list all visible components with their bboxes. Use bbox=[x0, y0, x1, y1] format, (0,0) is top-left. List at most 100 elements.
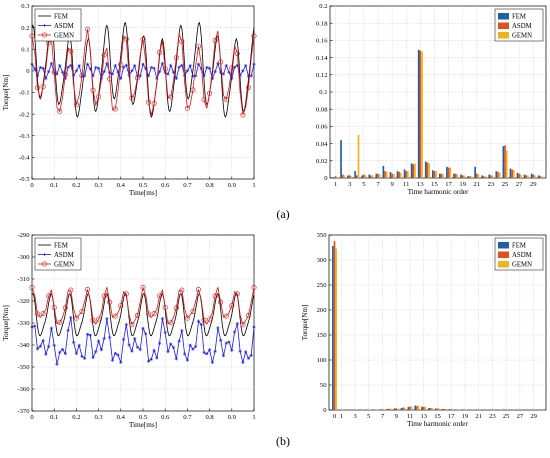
a-time-point-asdm bbox=[244, 64, 248, 68]
b-time-xtick-label: 0 bbox=[30, 414, 34, 421]
b-time-ytick-label: -300 bbox=[17, 254, 30, 261]
a-time-xtick-label: 1 bbox=[252, 182, 255, 189]
a-time-point-asdm bbox=[124, 63, 128, 67]
b-time-point-gemn bbox=[190, 309, 196, 315]
a-time-point-asdm bbox=[55, 72, 59, 76]
a-time-point-gemn bbox=[218, 59, 224, 65]
a-harmonics-bar-asdm bbox=[341, 174, 344, 178]
a-harmonics-legend-swatch-gemn bbox=[498, 32, 509, 39]
b-harmonics-ytick-label: 300 bbox=[317, 257, 328, 264]
b-harmonics-bar-fem bbox=[435, 408, 437, 410]
a-time-point-gemn bbox=[229, 65, 235, 71]
a-time-point-asdm bbox=[230, 76, 234, 81]
a-harmonics-bar-fem bbox=[523, 174, 526, 178]
b-harmonics-xtick-label: 25 bbox=[503, 413, 510, 420]
a-time-point-asdm bbox=[235, 63, 239, 67]
a-time-point-asdm bbox=[202, 74, 206, 78]
b-time-legend-label-asdm: ASDM bbox=[54, 252, 74, 259]
a-time-point-gemn bbox=[123, 36, 129, 42]
b-time-point-asdm bbox=[99, 348, 103, 352]
a-time-ytick-label: 0 bbox=[26, 68, 30, 75]
b-time-point-asdm bbox=[121, 337, 126, 342]
a-harmonics-xtick-label: 3 bbox=[348, 181, 352, 188]
a-harmonics-legend-label-fem: FEM bbox=[512, 14, 526, 21]
b-harmonics-xtick-label: 1 bbox=[340, 413, 343, 420]
a-harmonics-bar-fem bbox=[481, 175, 484, 178]
a-time-point-asdm bbox=[205, 65, 209, 70]
a-harmonics-ytick-label: 0.12 bbox=[316, 72, 328, 79]
a-harmonics-bar-gemn bbox=[512, 170, 515, 178]
b-time-point-asdm bbox=[108, 335, 112, 340]
a-time-point-asdm bbox=[77, 64, 81, 68]
b-time-xtick-label: 0.5 bbox=[139, 414, 148, 421]
b-harmonics-legend-swatch-asdm bbox=[498, 251, 509, 258]
b-time-point-asdm bbox=[146, 359, 151, 363]
a-time-point-asdm bbox=[252, 62, 256, 66]
b-time-point-asdm bbox=[158, 341, 162, 345]
a-harmonics-xtick-label: 11 bbox=[403, 181, 409, 188]
b-time-point-asdm bbox=[116, 353, 120, 357]
a-harmonics-bar-gemn bbox=[498, 172, 501, 178]
a-time-point-asdm bbox=[160, 61, 165, 66]
a-time-xtick-label: 0.6 bbox=[161, 182, 170, 189]
b-time-point-asdm bbox=[80, 354, 84, 358]
a-time-xtick-label: 0 bbox=[30, 182, 34, 189]
a-time-point-asdm bbox=[183, 73, 187, 77]
b-time-point-gemn bbox=[168, 319, 174, 325]
a-harmonics-bar-asdm bbox=[532, 174, 535, 178]
a-time-point-asdm bbox=[85, 62, 90, 66]
b-time-xtick-label: 0.9 bbox=[228, 414, 237, 421]
a-harmonics-bar-fem bbox=[530, 173, 533, 178]
a-time-point-asdm bbox=[119, 76, 123, 81]
b-time-point-gemn bbox=[184, 315, 190, 321]
b-time-point-gemn bbox=[46, 293, 52, 299]
b-time-point-gemn bbox=[146, 311, 152, 317]
b-time-point-asdm bbox=[252, 325, 256, 329]
b-time-xtick-label: 0.1 bbox=[50, 414, 58, 421]
a-harmonics-bar-fem bbox=[460, 174, 462, 178]
a-time-ytick-label: -0.2 bbox=[19, 111, 29, 118]
a-time-point-asdm bbox=[83, 74, 87, 78]
a-time-point-gemn bbox=[35, 85, 41, 91]
a-harmonics-bar-fem bbox=[396, 171, 399, 178]
b-time-point-asdm bbox=[49, 326, 54, 330]
a-harmonics-ytick-label: 0.08 bbox=[316, 106, 328, 113]
a-time-point-asdm bbox=[152, 66, 156, 70]
b-time-point-asdm bbox=[124, 322, 128, 327]
a-time-point-asdm bbox=[91, 74, 95, 78]
a-harmonics-bar-asdm bbox=[511, 169, 513, 178]
b-time-point-gemn bbox=[218, 299, 224, 305]
a-time-point-asdm bbox=[110, 72, 115, 76]
a-time-point-asdm bbox=[241, 69, 245, 73]
a-time-point-gemn bbox=[68, 48, 74, 54]
a-time-point-asdm bbox=[213, 70, 217, 74]
b-time-point-asdm bbox=[183, 352, 187, 356]
b-harmonics-legend-swatch-fem bbox=[498, 242, 509, 249]
b-time-point-gemn bbox=[96, 316, 102, 322]
b-harmonics-bar-fem bbox=[393, 408, 396, 410]
a-time-point-gemn bbox=[96, 94, 102, 100]
b-harmonics-bar-fem bbox=[428, 408, 430, 410]
a-time-point-gemn bbox=[184, 105, 190, 111]
a-time-xlabel: Time[ms] bbox=[129, 189, 157, 197]
a-time-xtick-label: 0.5 bbox=[139, 182, 148, 189]
b-harmonics-bar-asdm bbox=[436, 408, 439, 410]
a-time-point-gemn bbox=[112, 106, 118, 112]
b-time-point-gemn bbox=[101, 293, 107, 299]
a-harmonics-bar-gemn bbox=[392, 173, 395, 178]
a-harmonics-bar-fem bbox=[389, 171, 392, 178]
b-time-point-asdm bbox=[88, 333, 92, 337]
a-time-point-gemn bbox=[57, 108, 63, 114]
b-time-point-asdm bbox=[177, 339, 181, 343]
a-time-point-gemn bbox=[101, 52, 107, 58]
b-time-point-asdm bbox=[194, 344, 198, 349]
b-time-point-asdm bbox=[113, 351, 117, 355]
b-harmonics-bar-fem bbox=[421, 406, 423, 410]
a-time-ytick-label: -0.1 bbox=[19, 90, 29, 97]
b-time-series-gemn-line bbox=[31, 285, 255, 326]
b-time-point-gemn bbox=[212, 293, 218, 299]
b-time-point-gemn bbox=[245, 313, 251, 319]
a-time-point-asdm bbox=[221, 72, 226, 76]
b-time-legend-label-gemn: GEMN bbox=[54, 261, 74, 268]
b-time-ylabel: Torque[Nm] bbox=[2, 305, 10, 341]
